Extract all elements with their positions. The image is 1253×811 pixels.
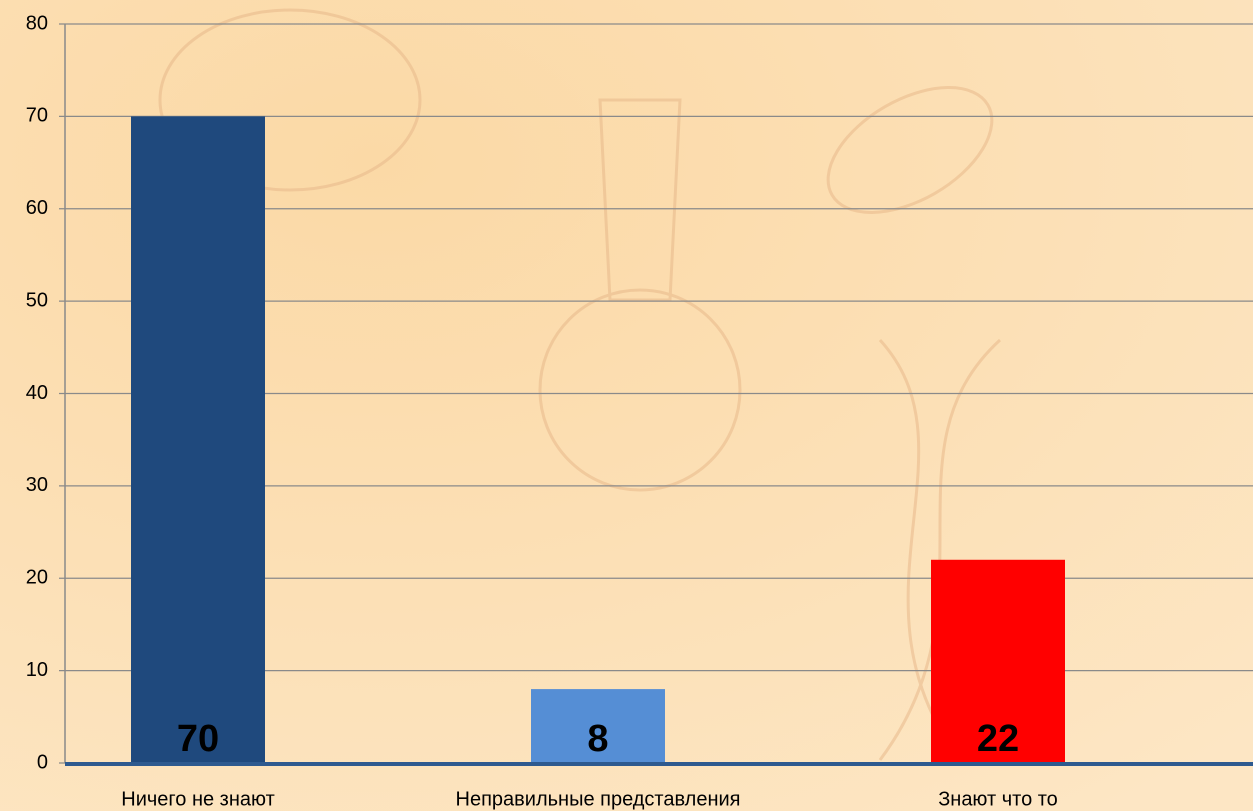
y-tick-label: 10	[26, 659, 48, 681]
y-tick-label: 20	[26, 567, 48, 589]
y-tick-label: 60	[26, 197, 48, 219]
y-tick-label: 80	[26, 12, 48, 34]
bar	[131, 116, 265, 763]
x-tick-label: Ничего не знают	[121, 788, 274, 810]
y-tick-label: 0	[37, 751, 48, 773]
y-tick-label: 50	[26, 289, 48, 311]
y-tick-label: 70	[26, 105, 48, 127]
y-tick-label: 30	[26, 474, 48, 496]
decoration	[158, 8, 1002, 761]
y-tick-label: 40	[26, 382, 48, 404]
x-tick-label: Неправильные представления	[456, 788, 741, 810]
x-tick-label: Знают что то	[938, 788, 1058, 810]
data-label: 22	[977, 718, 1019, 760]
bar	[531, 689, 665, 763]
data-label: 8	[587, 718, 608, 760]
bar	[931, 559, 1065, 763]
data-label: 70	[177, 718, 219, 760]
